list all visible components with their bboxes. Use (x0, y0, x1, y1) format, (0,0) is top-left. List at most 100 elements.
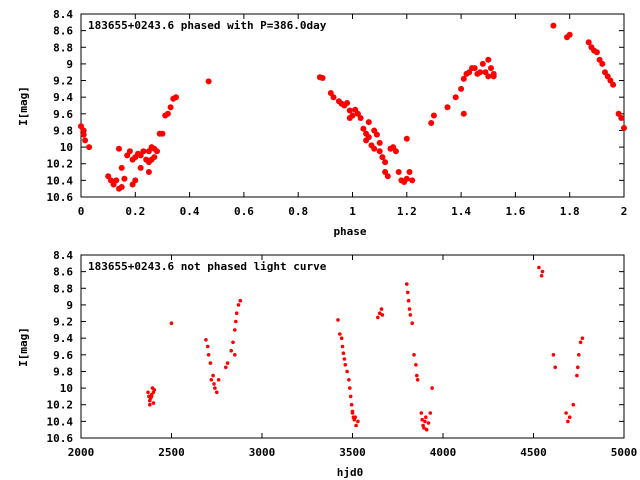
data-point (403, 135, 410, 142)
data-point (477, 69, 484, 76)
data-point (348, 394, 353, 399)
data-point (164, 110, 171, 117)
data-points (78, 22, 627, 192)
unphased-light-curve-panel: 2000 2500 3000 3500 4000 4500 5000 8.4 8.6 8.8 9 9.… (17, 249, 637, 479)
data-point (234, 311, 239, 316)
data-point (382, 159, 389, 166)
data-point (452, 94, 459, 101)
data-point (86, 144, 93, 151)
data-point (146, 390, 150, 395)
y-tick-label: 8.8 (53, 282, 73, 295)
data-point (376, 315, 380, 320)
data-point (550, 22, 557, 29)
data-point (566, 31, 573, 38)
data-point (349, 402, 354, 407)
data-point (537, 265, 541, 270)
data-point (330, 94, 337, 101)
data-point (354, 423, 358, 428)
x-tick-label: 0.2 (125, 205, 145, 218)
data-point (118, 164, 125, 171)
data-point (420, 417, 425, 422)
data-point (376, 148, 383, 155)
data-point (213, 386, 217, 390)
data-point (151, 401, 156, 405)
y-tick-label: 9.6 (53, 349, 73, 362)
y-tick-label: 9.6 (53, 108, 73, 121)
data-point (430, 112, 437, 119)
data-point (403, 175, 410, 182)
tick-group: 2000 2500 3000 3500 4000 4500 5000 8.4 8.6 8.8 9 9.… (47, 249, 638, 459)
data-point (576, 365, 580, 370)
data-point (407, 307, 412, 311)
data-point (140, 148, 147, 155)
data-point (365, 134, 372, 141)
data-point (424, 427, 429, 432)
y-tick-label: 9.8 (53, 365, 73, 378)
y-tick-label: 9.8 (53, 124, 73, 137)
data-point (415, 373, 419, 378)
data-point (392, 148, 399, 155)
data-point (145, 169, 152, 175)
y-tick-label: 10.4 (47, 415, 74, 428)
data-point (471, 65, 478, 72)
data-point (212, 382, 216, 386)
y-tick-label: 8.4 (53, 249, 73, 262)
y-tick-label: 9.4 (53, 332, 73, 345)
data-point (593, 49, 600, 56)
data-point (360, 125, 367, 132)
data-point (348, 386, 352, 390)
data-point (479, 60, 486, 67)
data-point (353, 415, 358, 420)
y-tick-label: 9.2 (53, 75, 73, 88)
data-point (173, 94, 179, 101)
data-point (539, 274, 544, 278)
data-point (444, 104, 451, 111)
data-point (345, 369, 349, 374)
data-point (610, 81, 617, 88)
x-axis-label: hjd0 (337, 466, 364, 479)
x-tick-label: 2000 (68, 446, 95, 459)
y-tick-label: 10 (60, 141, 73, 154)
data-point (553, 365, 557, 370)
data-point (121, 175, 128, 182)
data-point (206, 353, 211, 357)
data-point (551, 353, 556, 357)
x-tick-label: 3000 (249, 446, 276, 459)
data-point (126, 148, 133, 155)
data-point (209, 378, 214, 382)
data-point (205, 344, 210, 349)
y-tick-label: 9 (66, 58, 73, 71)
data-point (340, 344, 345, 349)
data-point (405, 282, 409, 286)
data-point (152, 388, 157, 392)
x-tick-label: 1.4 (451, 205, 471, 218)
data-point (132, 154, 139, 161)
y-tick-label: 10.6 (47, 432, 74, 445)
data-point (233, 353, 237, 357)
y-tick-label: 9.2 (53, 316, 73, 329)
data-point (132, 177, 139, 184)
data-point (577, 353, 581, 357)
data-point (151, 154, 158, 161)
data-point (238, 298, 243, 303)
x-tick-label: 2 (621, 205, 628, 218)
x-tick-label: 4500 (520, 446, 547, 459)
data-point (414, 363, 418, 367)
data-point (567, 415, 572, 420)
data-point (460, 110, 467, 117)
chart-title: 183655+0243.6 not phased light curve (88, 260, 327, 273)
phased-light-curve-panel: 0 0.2 0.4 0.6 0.8 1 1.2 1.4 1.6 1.8 2 8.4 8.6 8.8 9 9.2… (17, 8, 627, 238)
data-point (347, 378, 351, 382)
data-point (415, 378, 420, 382)
x-tick-label: 5000 (611, 446, 638, 459)
data-point (148, 402, 152, 407)
data-point (149, 394, 154, 399)
data-point (350, 409, 355, 414)
x-tick-label: 1.2 (397, 205, 417, 218)
y-tick-label: 10 (60, 382, 73, 395)
data-point (384, 173, 391, 180)
data-point (485, 73, 492, 80)
data-point (575, 373, 579, 378)
x-axis-label: phase (333, 225, 366, 238)
data-point (419, 411, 424, 415)
